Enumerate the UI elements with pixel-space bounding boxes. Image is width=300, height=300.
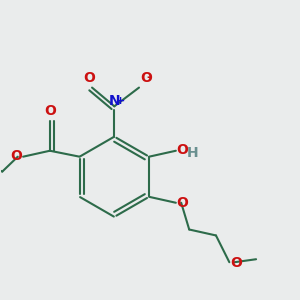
Text: O: O	[230, 256, 242, 270]
Text: -: -	[146, 71, 152, 84]
Text: +: +	[116, 96, 125, 106]
Text: O: O	[140, 71, 152, 85]
Text: O: O	[44, 104, 56, 118]
Text: N: N	[109, 94, 120, 108]
Text: H: H	[187, 146, 199, 160]
Text: O: O	[177, 196, 189, 210]
Text: O: O	[10, 149, 22, 163]
Text: O: O	[176, 143, 188, 157]
Text: O: O	[84, 71, 96, 85]
